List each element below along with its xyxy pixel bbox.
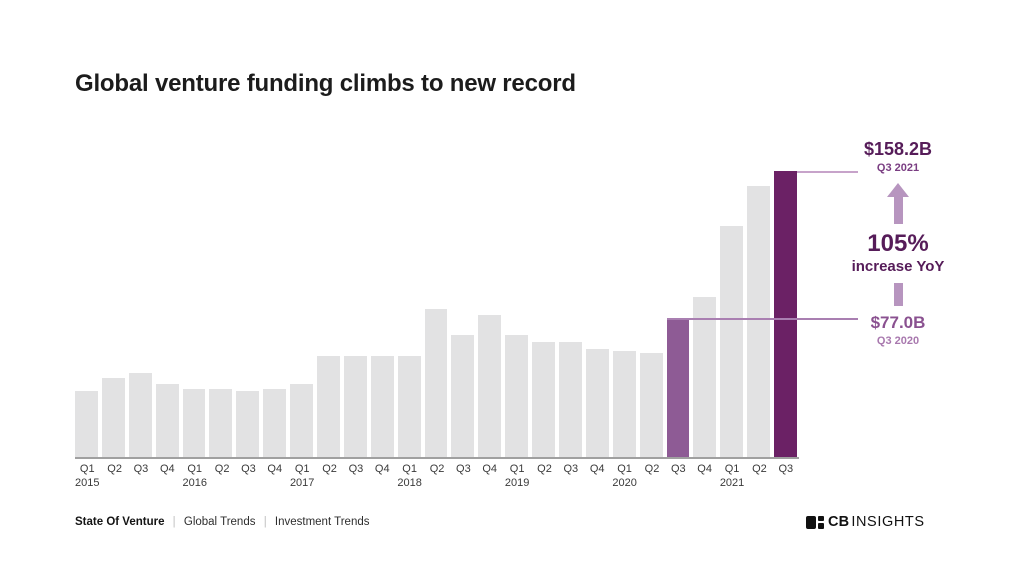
up-arrow-head	[887, 183, 909, 197]
logo-cb-text: CB	[828, 514, 850, 530]
bar-q4-2016	[263, 389, 287, 458]
breadcrumb-global-trends: Global Trends	[183, 516, 256, 528]
x-tick-q2-2018: Q2	[429, 463, 445, 475]
bar-q3-2017	[343, 356, 367, 458]
x-tick-q2-2016: Q2	[214, 463, 230, 475]
x-tick-q2-2017: Q2	[322, 463, 337, 475]
bar-q1-2016	[182, 389, 206, 458]
x-tick-q4-2016: Q4	[267, 463, 283, 475]
bar-q3-2015	[128, 373, 152, 458]
bar-q2-2017	[317, 356, 340, 458]
bar-q4-2019	[585, 349, 609, 458]
x-tick-q4-2015: Q4	[159, 463, 175, 475]
bar-q2-2015	[101, 378, 125, 458]
breadcrumb-separator: |	[172, 516, 176, 528]
funding-bar-chart	[75, 168, 798, 458]
bar-q3-2020	[666, 318, 690, 458]
x-tick-q2-2020: Q2	[644, 463, 660, 475]
bar-q1-2018	[397, 356, 421, 458]
x-tick-q4-2020: Q4	[697, 463, 712, 475]
x-axis-line	[75, 457, 799, 459]
bar-q4-2020	[693, 297, 717, 458]
connector-stem	[893, 283, 903, 306]
up-arrow-icon	[887, 183, 909, 224]
peak-period: Q3 2021	[876, 162, 920, 174]
x-tick-q1-2018: Q1 2018	[397, 463, 422, 489]
bar-q2-2021	[747, 186, 771, 458]
yoy-change-percent: 105%	[867, 230, 929, 257]
x-tick-q2-2021: Q2	[752, 463, 767, 475]
bar-q1-2015	[75, 391, 98, 458]
bar-q4-2015	[155, 384, 179, 458]
x-tick-q1-2017: Q1 2017	[289, 463, 315, 489]
base-value: $77.0B	[870, 313, 926, 332]
bar-q3-2016	[236, 391, 260, 458]
breadcrumb-separator: |	[263, 516, 267, 528]
x-tick-q2-2015: Q2	[107, 463, 122, 475]
base-connector-line	[667, 318, 858, 320]
bar-q2-2018	[424, 309, 448, 458]
x-tick-q3-2016: Q3	[241, 463, 256, 475]
report-name: State Of Venture	[75, 516, 165, 528]
x-tick-q1-2019: Q1 2019	[504, 463, 530, 489]
bar-q3-2021	[774, 171, 798, 458]
x-tick-q1-2016: Q1 2016	[182, 463, 207, 489]
x-tick-q4-2019: Q4	[589, 463, 605, 475]
bar-q4-2017	[370, 356, 394, 458]
yoy-annotation: $158.2B Q3 2021 105% increase YoY $77.0B…	[838, 139, 958, 347]
x-tick-q3-2018: Q3	[456, 463, 471, 475]
cbinsights-logo: CB INSIGHTS	[806, 514, 925, 530]
breadcrumb-investment-trends: Investment Trends	[274, 516, 370, 528]
bar-q2-2020	[639, 353, 663, 458]
bar-q1-2020	[612, 351, 636, 458]
bar-q4-2018	[478, 315, 502, 458]
x-tick-q4-2017: Q4	[374, 463, 390, 475]
bar-q3-2018	[451, 335, 475, 458]
bar-q1-2017	[290, 384, 314, 458]
x-tick-q3-2017: Q3	[348, 463, 364, 475]
page-title: Global venture funding climbs to new rec…	[75, 70, 576, 97]
logo-insights-text: INSIGHTS	[851, 514, 925, 530]
x-tick-q3-2015: Q3	[133, 463, 149, 475]
bar-q2-2019	[532, 342, 556, 458]
yoy-change-label: increase YoY	[851, 258, 945, 275]
up-arrow-stem	[893, 197, 903, 224]
bar-q3-2019	[559, 342, 582, 458]
x-tick-q2-2019: Q2	[537, 463, 552, 475]
peak-value: $158.2B	[863, 139, 933, 159]
x-tick-q3-2019: Q3	[563, 463, 579, 475]
x-tick-q1-2015: Q1 2015	[75, 463, 100, 489]
x-tick-q3-2020: Q3	[670, 463, 686, 475]
x-tick-q3-2021: Q3	[778, 463, 794, 475]
base-period: Q3 2020	[876, 335, 920, 347]
bar-q1-2019	[505, 335, 529, 458]
report-breadcrumb: State Of Venture | Global Trends | Inves…	[75, 516, 370, 528]
x-tick-q1-2020: Q1 2020	[612, 463, 637, 489]
bar-q1-2021	[720, 226, 744, 458]
cbinsights-logo-icon	[806, 515, 824, 529]
x-tick-q1-2021: Q1 2021	[719, 463, 745, 489]
bar-q2-2016	[209, 389, 233, 458]
x-axis-labels: Q1 2015 Q2 Q3 Q4 Q1 2016 Q2 Q3 Q4 Q1 2017 Q2 Q3 Q4 Q1 20…	[75, 463, 797, 490]
peak-connector-line	[797, 171, 858, 173]
x-tick-q4-2018: Q4	[482, 463, 498, 475]
